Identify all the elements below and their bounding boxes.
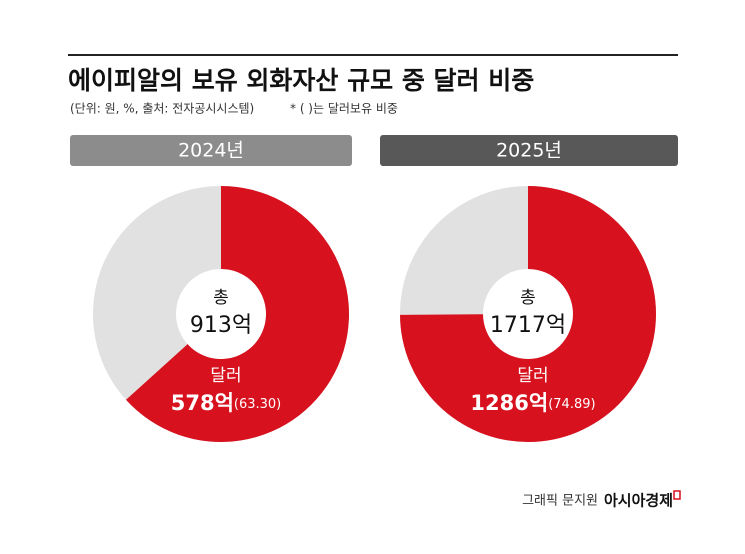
subtitle: (단위: 원, %, 출처: 전자공시시스템): [70, 102, 254, 116]
panel-title: 2024년: [178, 140, 244, 162]
share-label: (63.30): [234, 397, 281, 412]
slice-value: 578억(63.30): [171, 391, 282, 415]
slice-value: 1286억(74.89): [470, 391, 595, 415]
title: 에이피알의 보유 외화자산 규모 중 달러 비중: [68, 66, 534, 95]
panel-header: [380, 135, 678, 166]
slice-label: 달러: [517, 366, 548, 386]
panel-title: 2025년: [496, 140, 562, 162]
total-label: 913억: [190, 313, 252, 338]
value-label: 1286억: [470, 391, 548, 415]
total-label: 1717억: [490, 313, 566, 338]
center-label: 총: [520, 288, 536, 308]
note: * ( )는 달러보유 비중: [290, 102, 398, 116]
slice: [400, 186, 656, 443]
panel-header: [70, 135, 352, 166]
brand-icon: [673, 490, 681, 500]
share-label: (74.89): [548, 397, 595, 412]
center-label: 총: [213, 288, 229, 308]
brand: 아시아경제: [604, 492, 673, 510]
slice: [126, 186, 349, 443]
slice-label: 달러: [210, 366, 241, 386]
value-label: 578억: [171, 391, 234, 415]
credit: 그래픽 문지원: [522, 494, 598, 509]
